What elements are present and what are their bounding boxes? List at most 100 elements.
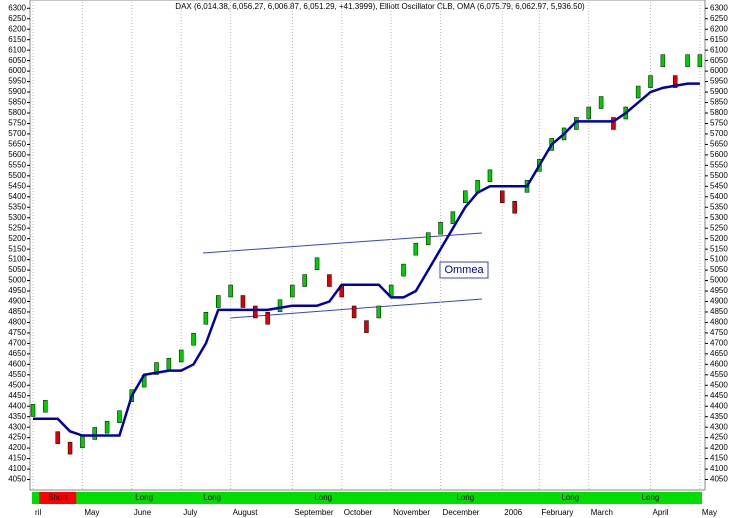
price-bar (425, 232, 431, 245)
y-tick-label: 4650 (710, 349, 728, 358)
signal-band (310, 492, 336, 504)
y-tick-label: 5950 (710, 77, 728, 86)
price-bar (228, 284, 233, 298)
y-tick-label: 4300 (710, 422, 728, 431)
y-tick-label: 5100 (8, 255, 26, 264)
x-tick-label: September (294, 508, 333, 517)
y-tick-label: 4600 (710, 359, 728, 368)
price-bar (178, 349, 184, 363)
price-bar (672, 75, 678, 88)
price-bar (685, 54, 690, 67)
x-tick-label: October (344, 508, 373, 517)
price-bar (376, 305, 382, 319)
signal-label: Long (642, 493, 660, 502)
price-bar (43, 399, 48, 413)
y-tick-label: 6250 (8, 14, 26, 23)
y-tick-label: 5900 (8, 87, 26, 96)
x-tick-label: 2006 (504, 508, 522, 517)
price-bar (203, 312, 209, 325)
y-tick-label: 5750 (8, 119, 26, 128)
annotation: Ommea (444, 264, 484, 276)
y-tick-label: 4750 (8, 328, 26, 337)
y-tick-label: 4150 (710, 454, 728, 463)
y-tick-label: 6000 (710, 66, 728, 75)
y-tick-label: 6100 (8, 45, 26, 54)
price-bar (30, 404, 36, 417)
price-bar (216, 295, 221, 308)
y-tick-label: 4350 (8, 412, 26, 421)
y-tick-label: 5250 (8, 223, 26, 232)
y-tick-label: 4950 (710, 286, 728, 295)
signal-label: Long (314, 493, 332, 502)
x-tick-label: June (134, 508, 152, 517)
y-tick-label: 5000 (8, 276, 26, 285)
x-tick-label: July (183, 508, 197, 517)
y-tick-label: 5800 (8, 108, 26, 117)
price-bar (67, 441, 73, 455)
y-tick-label: 4750 (710, 328, 728, 337)
y-tick-label: 6100 (710, 45, 728, 54)
price-bar (635, 85, 641, 99)
y-tick-label: 4550 (710, 370, 728, 379)
y-tick-label: 4500 (710, 380, 728, 389)
y-tick-label: 6300 (8, 3, 26, 12)
y-tick-label: 4800 (8, 318, 26, 327)
price-bar (117, 410, 122, 423)
y-tick-label: 4350 (710, 412, 728, 421)
y-tick-label: 5150 (8, 244, 26, 253)
y-tick-label: 5200 (8, 234, 26, 243)
price-bar (364, 320, 369, 333)
price-bar (611, 117, 616, 130)
x-tick-label: August (233, 508, 259, 517)
y-tick-label: 4950 (8, 286, 26, 295)
price-bar (166, 358, 172, 371)
y-tick-label: 4100 (8, 464, 26, 473)
y-tick-label: 4050 (710, 475, 728, 484)
y-tick-label: 6250 (710, 14, 728, 23)
y-tick-label: 4200 (710, 443, 728, 452)
x-tick-label: April (653, 508, 669, 517)
y-tick-label: 5600 (8, 150, 26, 159)
y-tick-label: 4600 (8, 359, 26, 368)
y-tick-label: 4850 (710, 307, 728, 316)
price-bar (660, 54, 666, 67)
y-tick-label: 4700 (710, 338, 728, 347)
y-tick-label: 6200 (8, 24, 26, 33)
price-bar (450, 211, 456, 224)
y-tick-label: 5250 (710, 223, 728, 232)
x-tick-label: ril (35, 508, 41, 517)
price-bar (302, 274, 307, 287)
y-tick-label: 5500 (710, 171, 728, 180)
y-tick-label: 4900 (710, 297, 728, 306)
channel-upper (202, 232, 483, 254)
y-tick-label: 5700 (710, 129, 728, 138)
price-bar (438, 221, 443, 235)
signal-band (39, 492, 77, 504)
y-tick-label: 4650 (8, 349, 26, 358)
y-tick-label: 5800 (710, 108, 728, 117)
y-tick-label: 5550 (8, 160, 26, 169)
y-tick-label: 5450 (8, 181, 26, 190)
price-bar (253, 305, 258, 319)
y-tick-label: 5850 (8, 98, 26, 107)
y-tick-label: 5550 (710, 160, 728, 169)
y-tick-label: 4150 (8, 454, 26, 463)
price-bar (240, 295, 246, 308)
price-bar (697, 54, 703, 67)
y-tick-label: 5600 (710, 150, 728, 159)
y-tick-label: 4700 (8, 338, 26, 347)
price-bar (104, 420, 110, 434)
price-bar (500, 190, 505, 204)
annotation-box (439, 261, 489, 279)
price-bar (351, 305, 357, 319)
y-tick-label: 5900 (710, 87, 728, 96)
y-tick-label: 4900 (8, 297, 26, 306)
price-bar (290, 284, 295, 298)
y-tick-label: 6000 (8, 66, 26, 75)
y-tick-label: 6150 (8, 35, 26, 44)
y-tick-label: 5850 (710, 98, 728, 107)
y-tick-label: 5300 (710, 213, 728, 222)
x-tick-label: May (84, 508, 99, 517)
chart-title: DAX (6,014.38, 6,056.27, 6,006.87, 6,051… (175, 2, 585, 11)
y-tick-label: 5700 (8, 129, 26, 138)
